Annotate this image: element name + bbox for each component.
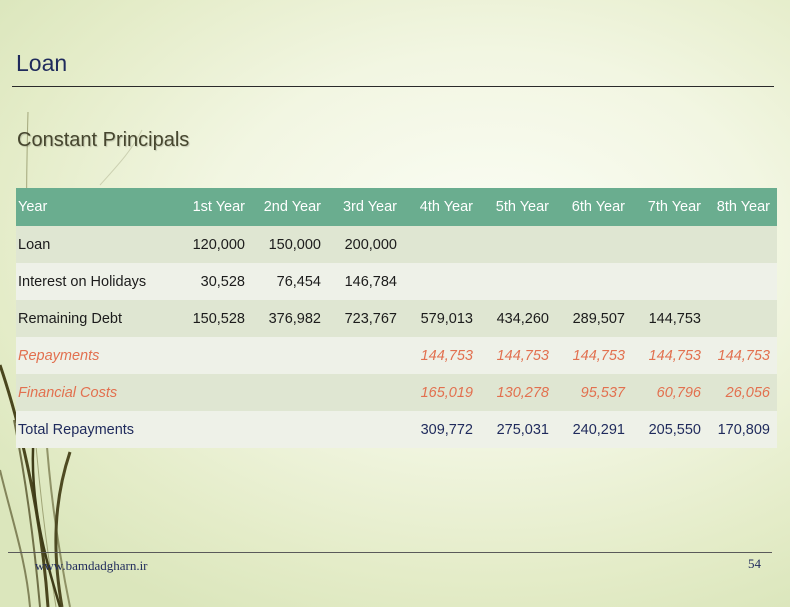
table-cell: 150,000 — [268, 236, 321, 253]
header-cell-6th-year: 6th Year — [571, 199, 625, 215]
table-cell — [480, 263, 556, 300]
table-cell: 120,000 — [192, 236, 245, 253]
table-cell — [556, 263, 632, 300]
slide-title: Loan — [16, 50, 68, 76]
row-label: Interest on Holidays — [18, 273, 147, 290]
header-cell-year: Year — [18, 199, 48, 215]
header-cell-2nd-year: 2nd Year — [263, 199, 321, 215]
table-cell — [252, 337, 328, 374]
table-cell — [404, 263, 480, 300]
table-cell: 144,753 — [648, 310, 701, 327]
table-cell: 76,454 — [276, 273, 321, 290]
table-cell: 95,537 — [580, 384, 625, 401]
footer-website-text: www.bamdadgharn.ir — [35, 558, 148, 573]
table-cell — [328, 411, 404, 448]
table-cell — [252, 411, 328, 448]
table-row-remaining-debt: Remaining Debt 150,528 376,982 723,767 5… — [16, 300, 777, 337]
header-cell-1st-year: 1st Year — [192, 199, 245, 215]
row-label: Repayments — [18, 347, 100, 364]
footer-divider — [8, 552, 772, 553]
table-cell — [404, 226, 480, 263]
header-cell-5th-year: 5th Year — [495, 199, 549, 215]
row-label: Loan — [18, 236, 51, 253]
table-row-total-repayments: Total Repayments 309,772 275,031 240,291… — [16, 411, 777, 448]
table-cell — [176, 337, 252, 374]
page-number: 54 — [748, 556, 761, 571]
table-header-row: Year 1st Year 2nd Year 3rd Year 4th Year… — [16, 188, 777, 226]
table-cell — [328, 337, 404, 374]
table-cell — [708, 226, 777, 263]
table-cell: 144,753 — [648, 347, 701, 364]
table-row-loan: Loan 120,000 150,000 200,000 — [16, 226, 777, 263]
table-cell: 144,753 — [496, 347, 549, 364]
row-label: Total Repayments — [18, 421, 135, 438]
table-cell: 240,291 — [572, 421, 625, 438]
table-cell — [556, 226, 632, 263]
header-cell-8th-year: 8th Year — [716, 199, 770, 215]
table-cell: 205,550 — [648, 421, 701, 438]
table-cell — [632, 263, 708, 300]
table-cell — [328, 374, 404, 411]
table-cell: 130,278 — [496, 384, 549, 401]
table-cell — [708, 300, 777, 337]
loan-schedule-table: Year 1st Year 2nd Year 3rd Year 4th Year… — [16, 188, 777, 448]
table-row-financial-costs: Financial Costs 165,019 130,278 95,537 6… — [16, 374, 777, 411]
table-cell — [176, 374, 252, 411]
table-cell: 723,767 — [344, 310, 397, 327]
row-label: Financial Costs — [18, 384, 118, 401]
table-cell: 579,013 — [420, 310, 473, 327]
table-row-repayments: Repayments 144,753 144,753 144,753 144,7… — [16, 337, 777, 374]
table-cell: 144,753 — [572, 347, 625, 364]
table-cell: 275,031 — [496, 421, 549, 438]
table-cell: 289,507 — [572, 310, 625, 327]
table-cell: 200,000 — [344, 236, 397, 253]
header-cell-3rd-year: 3rd Year — [342, 199, 397, 215]
header-cell-7th-year: 7th Year — [647, 199, 701, 215]
table-cell: 30,528 — [200, 273, 245, 290]
row-label: Remaining Debt — [18, 310, 122, 327]
table-cell: 144,753 — [420, 347, 473, 364]
table-cell: 144,753 — [717, 347, 770, 364]
header-cell-4th-year: 4th Year — [419, 199, 473, 215]
table-cell — [632, 226, 708, 263]
table-cell: 165,019 — [420, 384, 473, 401]
table-cell: 376,982 — [268, 310, 321, 327]
table-cell — [252, 374, 328, 411]
table-cell — [480, 226, 556, 263]
table-cell: 60,796 — [656, 384, 701, 401]
table-cell — [708, 263, 777, 300]
table-cell — [176, 411, 252, 448]
table-cell: 170,809 — [717, 421, 770, 438]
table-row-interest-on-holidays: Interest on Holidays 30,528 76,454 146,7… — [16, 263, 777, 300]
table-cell: 309,772 — [420, 421, 473, 438]
title-divider — [12, 86, 774, 87]
table-cell: 146,784 — [344, 273, 397, 290]
table-cell: 434,260 — [496, 310, 549, 327]
slide-subtitle: Constant Principals — [17, 129, 190, 151]
table-cell: 26,056 — [725, 384, 770, 401]
table-cell: 150,528 — [192, 310, 245, 327]
